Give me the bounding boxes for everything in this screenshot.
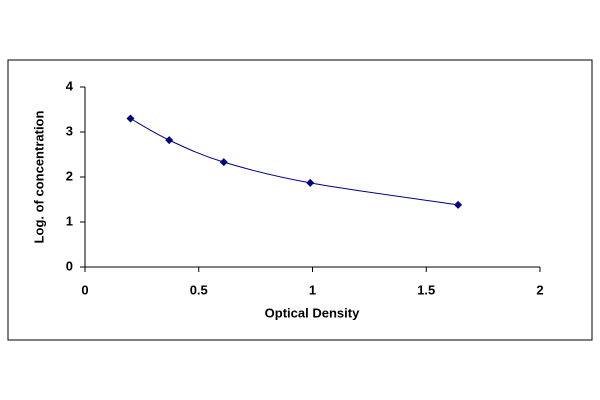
y-tick-label: 0	[66, 258, 73, 273]
chart-frame	[7, 59, 593, 341]
fit-curve	[130, 118, 459, 206]
x-tick-label: 2	[536, 282, 543, 297]
x-tick-label: 1.5	[417, 282, 435, 297]
x-tick-label: 0.5	[190, 282, 208, 297]
data-point	[126, 114, 135, 123]
data-point	[165, 136, 174, 145]
data-point	[219, 158, 228, 167]
x-tick-label: 1	[309, 282, 316, 297]
x-axis-label: Optical Density	[265, 305, 360, 320]
y-tick-label: 1	[66, 213, 73, 228]
data-point	[306, 178, 315, 187]
y-tick-label: 4	[66, 78, 74, 93]
x-tick-label: 0	[81, 282, 88, 297]
data-point	[454, 200, 463, 209]
y-tick-label: 3	[66, 123, 73, 138]
y-axis-label: Log. of concentration	[31, 111, 46, 244]
y-tick-label: 2	[66, 168, 73, 183]
